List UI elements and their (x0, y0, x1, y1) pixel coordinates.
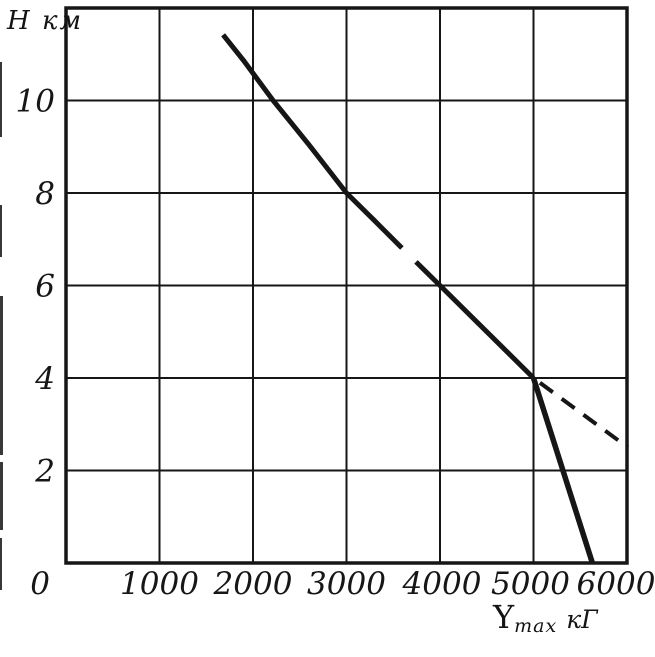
steep-descent-branch-solid (530, 377, 596, 564)
plot-border (64, 6, 629, 565)
x-tick-label: 1000 (120, 566, 199, 602)
scan-artifact-line (0, 296, 3, 455)
extrapolation-branch-dashed (532, 376, 630, 450)
scan-artifact-line (0, 205, 2, 257)
y-tick-label: 2 (34, 454, 55, 490)
y-axis-title: Н км (7, 6, 83, 36)
y-tick-label: 8 (35, 176, 55, 212)
scan-artifact-line (0, 538, 2, 590)
x-tick-label: 3000 (307, 566, 386, 602)
x-axis-title-unit: кГ (566, 605, 598, 634)
scan-artifact-line (0, 62, 2, 137)
x-tick-label: 4000 (402, 566, 482, 602)
x-axis-title-symbol: Y (493, 598, 515, 636)
x-tick-label: 5000 (491, 566, 570, 602)
x-axis-title: Ymax кГ (493, 598, 598, 637)
x-tick-label: 6000 (577, 566, 655, 602)
origin-label: 0 (30, 566, 50, 602)
x-axis-title-subscript: max (514, 615, 558, 638)
y-axis-title-text: Н км (7, 6, 84, 36)
y-tick-label: 6 (35, 269, 55, 305)
ceiling-curve-upper-solid (221, 33, 404, 250)
y-tick-label: 4 (34, 361, 55, 397)
y-tick-label: 10 (16, 84, 55, 120)
x-tick-label: 2000 (213, 566, 293, 602)
ceiling-curve-lower-solid (414, 260, 536, 380)
scan-artifact-line (0, 462, 3, 530)
